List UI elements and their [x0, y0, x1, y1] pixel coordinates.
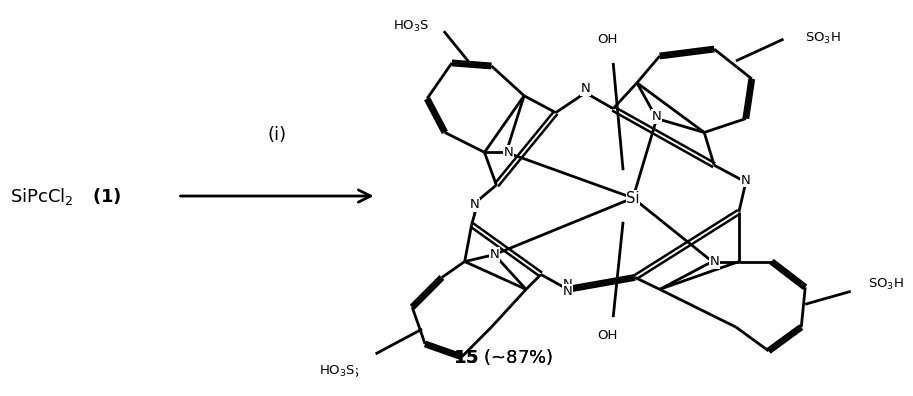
- Text: N: N: [709, 255, 719, 268]
- Text: N: N: [581, 82, 591, 95]
- Text: HO$_3$S: HO$_3$S: [325, 367, 360, 382]
- Text: HO$_3$S: HO$_3$S: [320, 364, 356, 379]
- Text: N: N: [503, 146, 513, 159]
- Text: N: N: [581, 82, 591, 95]
- Text: $\mathbf{15}$ (~87%): $\mathbf{15}$ (~87%): [453, 347, 553, 367]
- Text: HO$_3$S: HO$_3$S: [393, 19, 429, 34]
- Text: SiPcCl$_2$: SiPcCl$_2$: [10, 186, 74, 207]
- Text: OH: OH: [598, 36, 618, 49]
- Text: N: N: [469, 198, 479, 211]
- Text: $\mathbf{15}$ (~87%): $\mathbf{15}$ (~87%): [453, 347, 553, 367]
- Text: OH: OH: [597, 33, 617, 46]
- Text: N: N: [741, 173, 750, 187]
- Text: N: N: [469, 198, 479, 211]
- Text: N: N: [652, 110, 662, 123]
- Text: SO$_3$H: SO$_3$H: [805, 33, 839, 48]
- Text: HO$_3$S: HO$_3$S: [397, 21, 432, 36]
- Text: N: N: [489, 248, 499, 261]
- Text: N: N: [503, 146, 513, 159]
- Text: N: N: [562, 285, 572, 298]
- Text: OH: OH: [597, 329, 617, 342]
- Text: N: N: [652, 110, 662, 123]
- Text: (i): (i): [268, 126, 287, 144]
- Text: N: N: [709, 255, 719, 268]
- Text: Si: Si: [626, 190, 640, 206]
- Text: SO$_3$H: SO$_3$H: [805, 31, 841, 46]
- Text: N: N: [489, 248, 499, 261]
- Text: SO$_3$H: SO$_3$H: [867, 280, 902, 295]
- Text: SO$_3$H: SO$_3$H: [867, 277, 904, 292]
- Text: OH: OH: [598, 329, 618, 342]
- Text: N: N: [562, 285, 572, 298]
- Text: $\mathbf{(1)}$: $\mathbf{(1)}$: [91, 186, 121, 206]
- Text: N: N: [741, 173, 750, 187]
- Text: Si: Si: [626, 190, 640, 206]
- Text: N: N: [562, 278, 572, 291]
